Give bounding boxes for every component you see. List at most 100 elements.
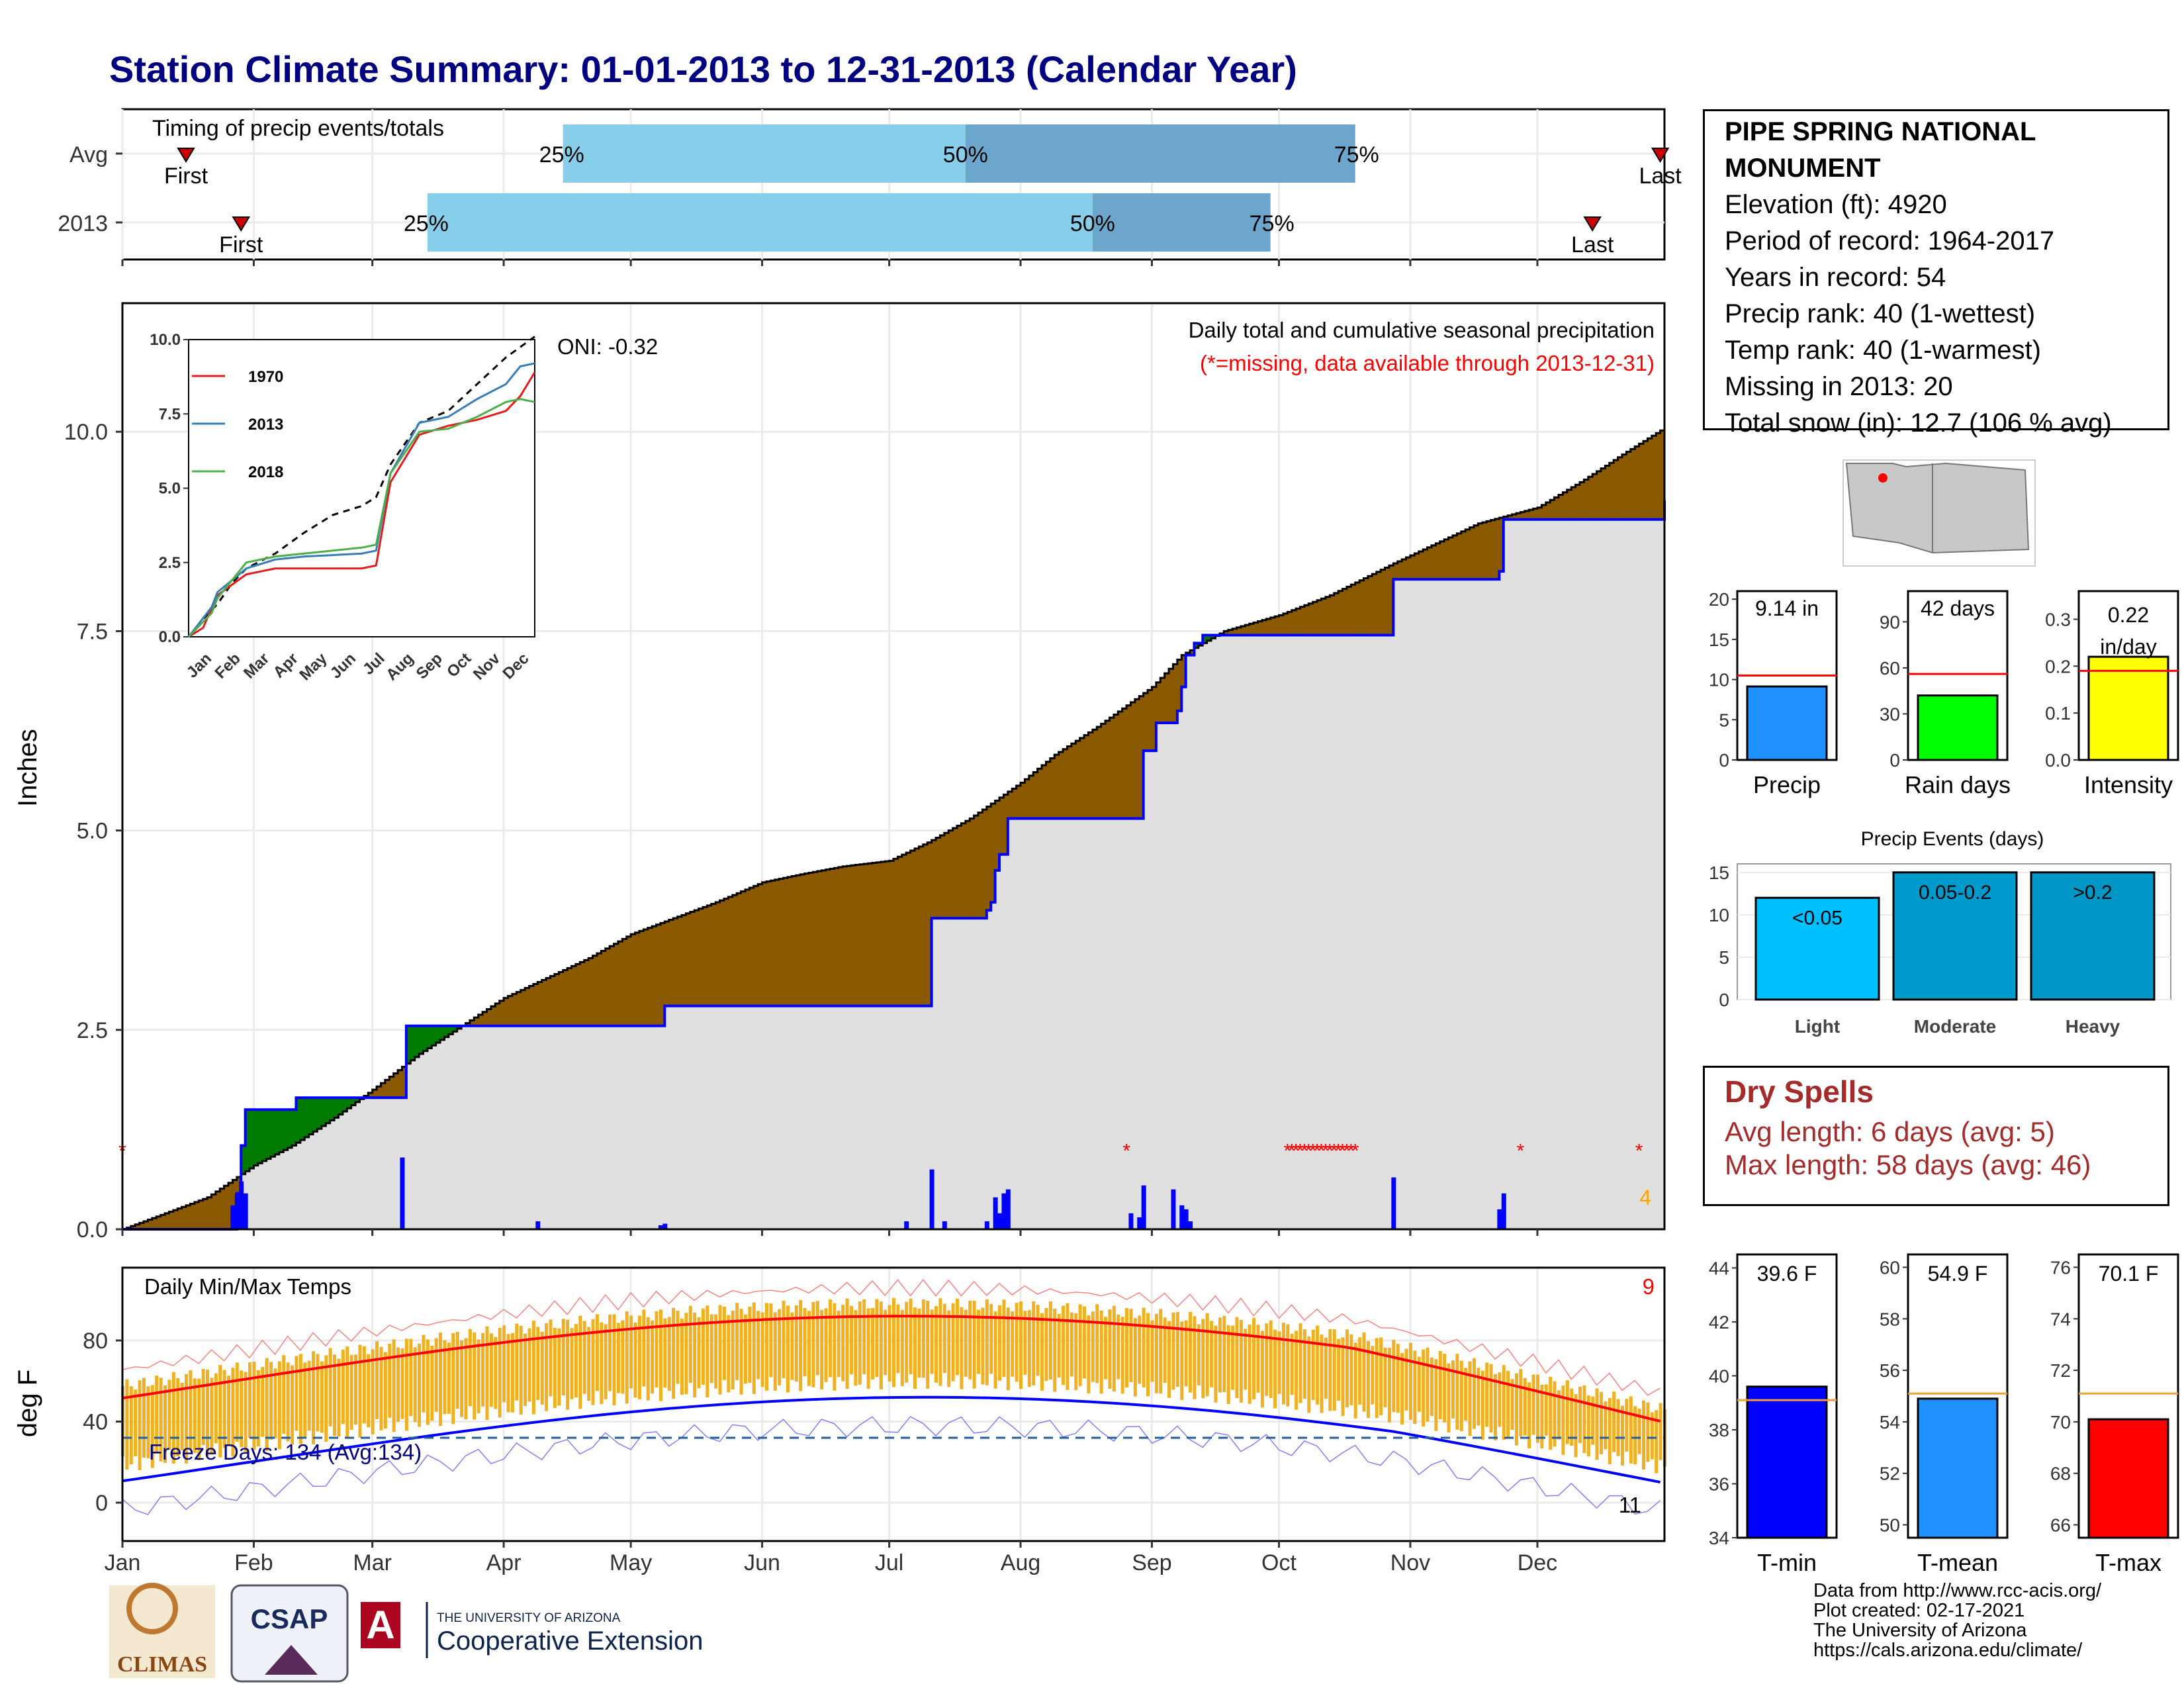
tbar-t-mean-ytick-label: 60 xyxy=(1880,1257,1900,1278)
deficit-segment xyxy=(525,988,530,1026)
daily-temp-range-bar xyxy=(646,1317,650,1401)
daily-temp-range-bar xyxy=(828,1299,832,1378)
missing-day-marker: * xyxy=(1292,1141,1300,1162)
deficit-segment xyxy=(1334,593,1339,635)
surplus-segment xyxy=(287,1109,293,1148)
daily-temp-range-bar xyxy=(218,1364,222,1458)
dry-spells-max: Max length: 58 days (avg: 46) xyxy=(1725,1149,2091,1180)
surplus-segment xyxy=(300,1098,305,1141)
intensity-ytick-label: 0.3 xyxy=(2045,610,2071,630)
deficit-segment xyxy=(1012,788,1017,819)
deficit-segment xyxy=(1050,758,1055,819)
deficit-segment xyxy=(702,907,707,1006)
daily-temp-range-bar xyxy=(854,1310,858,1386)
daily-temp-range-bar xyxy=(1438,1350,1442,1419)
daily-temp-range-bar xyxy=(892,1297,895,1387)
daily-temp-range-bar xyxy=(515,1323,519,1401)
daily-temp-range-bar xyxy=(159,1378,163,1462)
surplus-segment xyxy=(355,1098,360,1102)
daily-temp-range-bar xyxy=(1062,1305,1066,1385)
deficit-segment xyxy=(1478,523,1483,580)
tbar-t-min-ytick-label: 36 xyxy=(1709,1474,1729,1494)
inset-legend-label: 2018 xyxy=(248,463,283,481)
daily-precip-bar xyxy=(1137,1217,1142,1229)
deficit-segment xyxy=(617,941,623,1026)
deficit-segment xyxy=(889,861,894,1006)
inset-legend-label: 1970 xyxy=(248,368,283,386)
deficit-segment xyxy=(1465,529,1471,580)
daily-temp-range-bar xyxy=(523,1333,527,1406)
events-bar xyxy=(1754,896,1880,1001)
deficit-segment xyxy=(1105,720,1110,819)
deficit-segment xyxy=(1169,669,1173,723)
rain-days-ytick-label: 60 xyxy=(1880,658,1900,679)
deficit-segment xyxy=(986,806,991,911)
surplus-segment xyxy=(283,1109,289,1150)
deficit-segment xyxy=(770,880,776,1006)
daily-temp-range-bar xyxy=(1413,1350,1417,1425)
daily-temp-range-bar xyxy=(633,1322,637,1398)
month-label: Jul xyxy=(875,1550,903,1575)
daily-temp-range-bar xyxy=(345,1346,349,1438)
tbar-value: 70.1 F xyxy=(2099,1262,2159,1286)
daily-temp-range-bar xyxy=(735,1303,739,1380)
deficit-segment xyxy=(596,953,602,1026)
daily-temp-range-bar xyxy=(320,1361,324,1433)
precip-count-label: 4 xyxy=(1639,1186,1651,1209)
deficit-segment xyxy=(601,951,606,1026)
daily-temp-range-bar xyxy=(413,1347,417,1423)
deficit-segment xyxy=(1338,590,1343,635)
daily-temp-range-bar xyxy=(222,1370,226,1448)
deficit-segment xyxy=(664,921,670,1006)
precip-total-ytick-label: 20 xyxy=(1709,589,1729,610)
temps-count-high: 9 xyxy=(1643,1274,1655,1299)
daily-temp-range-bar xyxy=(794,1305,798,1382)
daily-temp-range-bar xyxy=(549,1319,553,1397)
surplus-segment xyxy=(279,1109,284,1152)
daily-temp-range-bar xyxy=(1154,1313,1158,1393)
deficit-segment xyxy=(1575,485,1580,520)
daily-temp-range-bar xyxy=(1265,1323,1269,1396)
daily-temp-range-bar xyxy=(887,1305,891,1382)
deficit-segment xyxy=(398,1070,402,1098)
deficit-segment xyxy=(478,1014,483,1026)
station-location-marker xyxy=(1878,473,1888,483)
deficit-segment xyxy=(1164,673,1169,723)
deficit-segment xyxy=(855,865,860,1006)
deficit-segment xyxy=(1351,585,1356,635)
intensity-value: 0.22 xyxy=(2108,603,2149,627)
deficit-segment xyxy=(792,876,797,1006)
tbar-t-max-ytick-label: 70 xyxy=(2050,1412,2071,1432)
deficit-segment xyxy=(482,1011,487,1026)
deficit-segment xyxy=(936,837,940,919)
daily-temp-range-bar xyxy=(1464,1368,1468,1421)
daily-temp-range-bar xyxy=(1655,1410,1659,1474)
daily-temp-range-bar xyxy=(1477,1368,1480,1426)
daily-precip-bar xyxy=(1005,1189,1011,1229)
deficit-segment xyxy=(719,900,725,1006)
deficit-segment xyxy=(220,1188,225,1229)
deficit-segment xyxy=(910,851,915,1006)
daily-temp-range-bar xyxy=(884,1309,887,1376)
deficit-segment xyxy=(901,855,907,1006)
surplus-segment xyxy=(351,1098,356,1105)
daily-temp-range-bar xyxy=(510,1333,514,1413)
daily-temp-range-bar xyxy=(189,1370,193,1450)
deficit-segment xyxy=(215,1192,220,1229)
deficit-segment xyxy=(1499,518,1504,572)
daily-temp-range-bar xyxy=(1074,1313,1078,1390)
daily-temp-range-bar xyxy=(1252,1317,1256,1399)
daily-temp-range-bar xyxy=(1099,1310,1103,1394)
precip-total-ytick-label: 15 xyxy=(1709,630,1729,650)
observed-cumulative-line xyxy=(122,500,1666,1231)
deficit-segment xyxy=(1579,482,1584,520)
deficit-segment xyxy=(978,812,983,919)
daily-temp-range-bar xyxy=(473,1332,477,1420)
daily-temp-range-bar xyxy=(1591,1396,1595,1445)
deficit-segment xyxy=(1367,576,1373,635)
deficit-segment xyxy=(177,1208,183,1229)
daily-temp-range-bar xyxy=(1337,1338,1341,1401)
daily-temp-range-bar xyxy=(1620,1405,1624,1466)
surplus-segment xyxy=(347,1098,352,1109)
daily-temp-range-bar xyxy=(1112,1305,1116,1391)
